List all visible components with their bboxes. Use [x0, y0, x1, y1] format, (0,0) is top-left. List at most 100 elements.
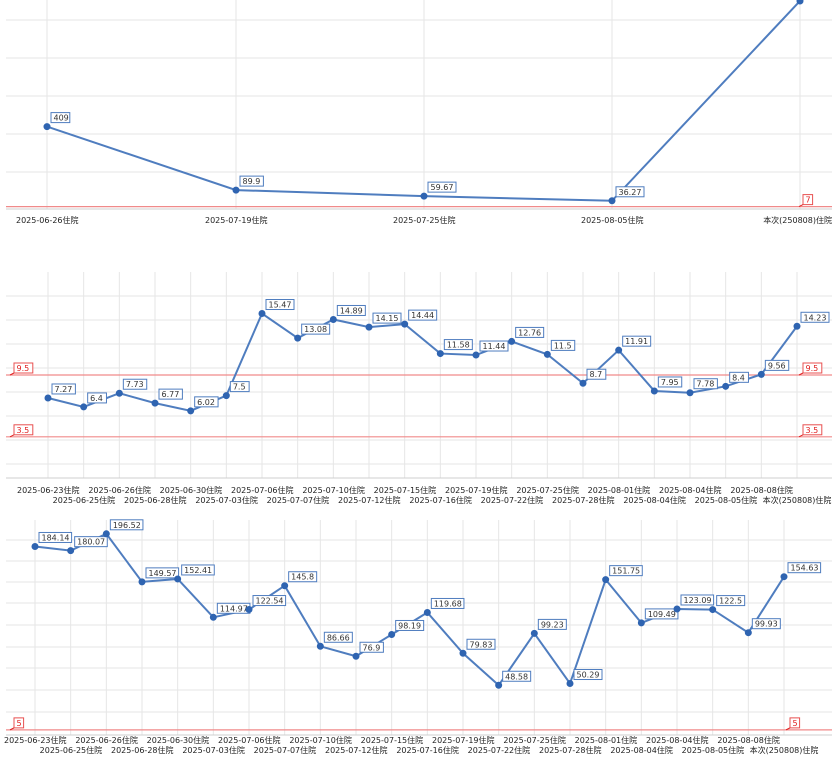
chart2-data-label: 14.15 [376, 314, 399, 323]
chart3-data-point[interactable] [138, 578, 146, 586]
chart3-data-point[interactable] [530, 629, 538, 637]
chart2-data-label: 14.23 [804, 313, 827, 322]
chart2-x-tick-label: 2025-08-04住院 [623, 495, 686, 505]
chart3-data-label: 50.29 [577, 671, 600, 680]
chart2-data-label: 11.58 [447, 341, 470, 350]
chart2-data-point[interactable] [258, 310, 266, 318]
chart2-reference-label-box [802, 424, 823, 436]
chart2-data-point[interactable] [508, 337, 516, 345]
chart3-data-point[interactable] [780, 573, 788, 581]
chart2-data-point[interactable] [80, 403, 88, 411]
chart3-data-point[interactable] [31, 542, 39, 550]
chart2-data-point[interactable] [686, 389, 694, 397]
chart2-series-line [47, 311, 798, 412]
chart2-data-label-box [122, 378, 148, 390]
chart2-data-point[interactable] [579, 379, 587, 387]
chart2-data-point[interactable] [187, 407, 195, 415]
chart1-data-point[interactable] [232, 186, 240, 194]
chart2-data-label: 14.44 [411, 311, 434, 320]
chart2-data-point[interactable] [294, 334, 302, 342]
chart1-data-point[interactable] [43, 123, 51, 131]
chart3-data-point[interactable] [423, 608, 431, 616]
chart3-data-point[interactable] [316, 642, 324, 650]
chart3-data-label: 180.07 [77, 538, 105, 547]
chart3-x-tick-label: 本次(250808)住院 [750, 745, 819, 755]
chart3-data-point[interactable] [209, 613, 217, 621]
chart2-data-point[interactable] [329, 315, 337, 323]
chart3-data-point[interactable] [459, 649, 467, 657]
chart3-data-point[interactable] [67, 547, 75, 555]
chart3-data-point[interactable] [352, 652, 360, 660]
chart2-data-point[interactable] [151, 399, 159, 407]
chart3-data-point[interactable] [566, 680, 574, 688]
chart3-reference-label: 5 [17, 719, 22, 728]
chart3-x-tick-label: 2025-06-30住院 [147, 735, 210, 745]
chart3-data-point[interactable] [388, 630, 396, 638]
chart3-data-label: 122.5 [719, 597, 742, 606]
chart1-data-point[interactable] [796, 0, 804, 5]
chart3-data-point[interactable] [637, 619, 645, 627]
chart2-data-point[interactable] [222, 392, 230, 400]
chart3-data-point[interactable] [602, 576, 610, 584]
chart2-data-point[interactable] [44, 394, 52, 402]
chart3-x-tick-label: 2025-06-26住院 [75, 735, 138, 745]
chart1-data-point[interactable] [608, 197, 616, 205]
chart3-data-point[interactable] [495, 681, 503, 689]
chart3-x-tick-label: 2025-07-07住院 [254, 745, 317, 755]
chart3-data-point[interactable] [281, 582, 289, 590]
chart1-reference-label-pointer [798, 204, 804, 208]
chart3-data-label-box [430, 597, 465, 609]
chart3-data-label: 149.57 [149, 569, 177, 578]
chart3-data-point[interactable] [744, 629, 752, 637]
chart3-reference-label-box [13, 717, 25, 729]
chart3-data-label-box [716, 595, 746, 607]
chart1-data-point[interactable] [420, 192, 428, 200]
chart2-data-point[interactable] [401, 320, 409, 328]
chart2-reference-label-pointer [798, 372, 804, 376]
chart3-data-label-box [644, 608, 679, 620]
chart2-reference-label-pointer [9, 434, 15, 438]
chart2-x-tick-label: 2025-07-19住院 [445, 485, 508, 495]
chart2-data-point[interactable] [365, 323, 373, 331]
chart3-data-point[interactable] [174, 575, 182, 583]
chart3-data-point[interactable] [673, 605, 681, 613]
chart2-reference-label-box [802, 362, 823, 374]
chart3-data-point[interactable] [709, 606, 717, 614]
chart3-data-label-box [359, 641, 384, 653]
chart3-data-label: 119.68 [434, 599, 462, 608]
chart1-data-label-box [239, 175, 264, 187]
chart2-data-label-box [550, 339, 576, 351]
chart2-data-point[interactable] [615, 346, 623, 354]
chart1-data-label: 89.9 [243, 177, 261, 186]
chart3-data-label: 123.09 [684, 596, 712, 605]
chart3-data-label-box [38, 531, 73, 543]
chart2-data-point[interactable] [543, 350, 551, 358]
chart2-data-label-box [479, 340, 509, 352]
chart2-data-label-box [515, 326, 545, 338]
chart2-data-point[interactable] [722, 382, 730, 390]
chart2-data-label: 13.08 [304, 325, 327, 334]
chart3-data-label: 145.8 [291, 573, 314, 582]
chart2-data-point[interactable] [472, 351, 480, 359]
chart3-data-point[interactable] [245, 606, 253, 614]
chart2-data-point[interactable] [436, 350, 444, 358]
chart2-reference-label: 3.5 [806, 426, 819, 435]
chart2-x-tick-label: 2025-08-05住院 [695, 495, 758, 505]
chart2-data-point[interactable] [115, 389, 123, 397]
chart2-data-point[interactable] [757, 370, 765, 378]
chart3-x-tick-label: 2025-07-19住院 [432, 735, 495, 745]
chart2-data-label: 8.4 [732, 373, 745, 382]
chart3-data-label: 184.14 [42, 533, 70, 542]
chart2-data-point[interactable] [650, 387, 658, 395]
chart3-data-point[interactable] [102, 530, 110, 538]
chart3-data-label: 99.93 [755, 620, 778, 629]
chart2-x-tick-label: 2025-06-26住院 [88, 485, 151, 495]
chart2-x-tick-label: 2025-08-04住院 [659, 485, 722, 495]
chart3-data-label: 79.83 [470, 640, 493, 649]
chart2-data-point[interactable] [793, 322, 801, 330]
chart2-data-label: 6.77 [162, 390, 180, 399]
chart2-data-label-box [800, 311, 830, 323]
chart3-x-tick-label: 2025-06-28住院 [111, 745, 174, 755]
